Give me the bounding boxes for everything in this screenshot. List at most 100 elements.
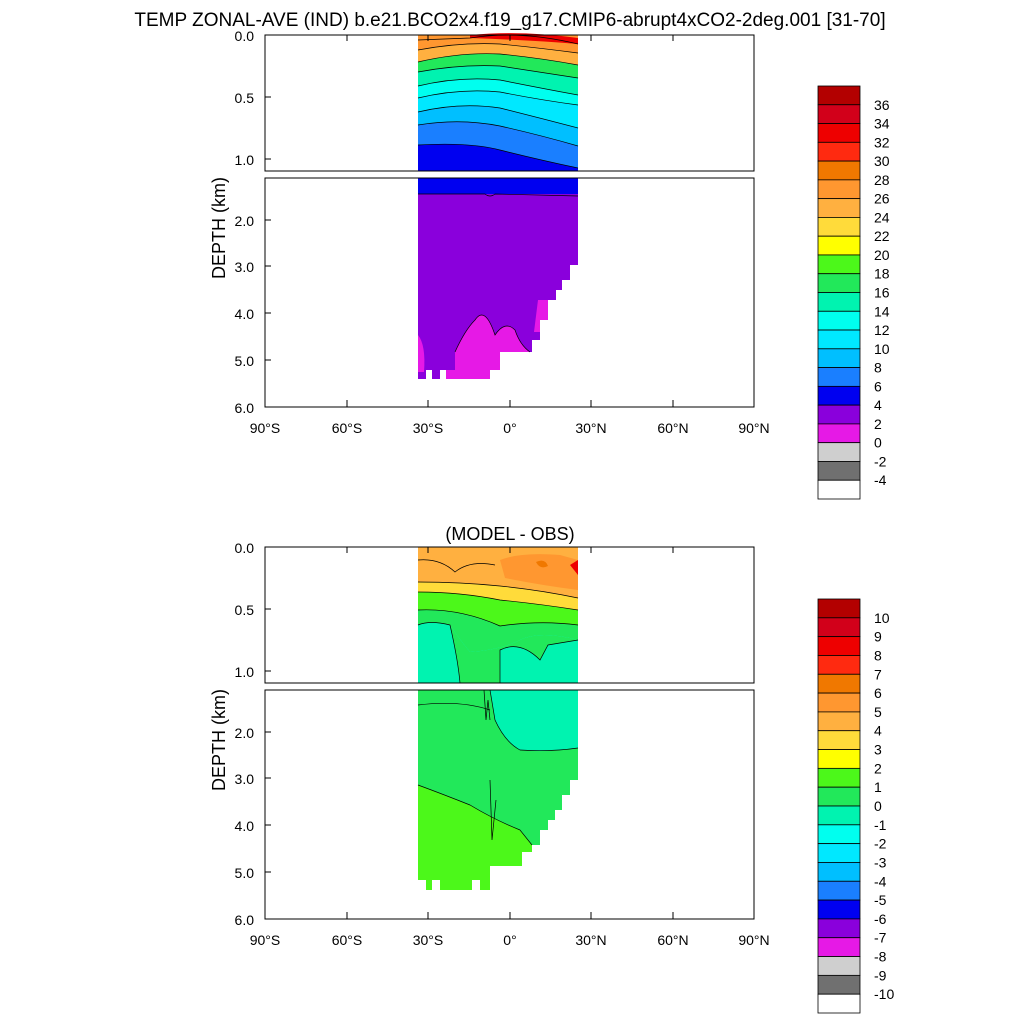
top-y-tick-marks [265, 34, 271, 408]
colorbar-swatch [817, 404, 861, 425]
colorbar-label: -3 [874, 854, 887, 870]
colorbar-swatch [817, 692, 861, 713]
colorbar-swatch [817, 617, 861, 638]
bottom-x-tick-marks [264, 547, 755, 919]
colorbar-label: -4 [874, 873, 887, 889]
bottom-panel-title: (MODEL - OBS) [445, 524, 574, 544]
top-y-tick-label-6.0: 6.0 [235, 400, 255, 416]
colorbar-label: 2 [874, 760, 882, 776]
colorbar-label: 12 [874, 322, 890, 338]
colorbar-swatch [817, 179, 861, 200]
bottom-y-tick-label-6.0: 6.0 [235, 912, 255, 928]
colorbar-label: 20 [874, 247, 890, 263]
bottom-y-tick-label-4.0: 4.0 [235, 818, 255, 834]
colorbar-label: 7 [874, 666, 882, 682]
top-y-tick-label-4.0: 4.0 [235, 306, 255, 322]
colorbar-swatch [817, 348, 861, 368]
colorbar-swatch [817, 273, 861, 293]
colorbar-swatch [817, 85, 861, 106]
colorbar-label: 36 [874, 97, 890, 113]
colorbar-label: -1 [874, 817, 887, 833]
colorbar-label: 4 [874, 397, 882, 413]
bottom-y-tick-label-0.0: 0.0 [235, 540, 255, 556]
colorbar-swatch [817, 880, 861, 901]
colorbar-swatch [817, 329, 861, 350]
top-x-tick-label-30s: 30°S [413, 420, 444, 436]
colorbar-swatch [817, 956, 861, 976]
colorbar-swatch [817, 974, 861, 995]
colorbar-swatch [817, 711, 861, 732]
colorbar-label: 32 [874, 134, 890, 150]
colorbar-label: -4 [874, 472, 887, 488]
colorbar-swatch [817, 730, 861, 750]
colorbar-label: 0 [874, 798, 882, 814]
colorbar-label: 6 [874, 378, 882, 394]
colorbar-label: 5 [874, 704, 882, 720]
bottom-panel: (MODEL - OBS) [209, 524, 894, 1014]
colorbar-swatch [817, 937, 861, 957]
bottom-y-tick-marks [265, 546, 271, 920]
figure-title: TEMP ZONAL-AVE (IND) b.e21.BCO2x4.f19_g1… [134, 10, 885, 31]
colorbar-swatch [817, 310, 861, 331]
colorbar-label: 10 [874, 341, 890, 357]
colorbar-label: 26 [874, 191, 890, 207]
bottom-x-tick-label-30s: 30°S [413, 932, 444, 948]
bottom-x-tick-label-0: 0° [503, 932, 516, 948]
colorbar-swatch [817, 292, 861, 312]
colorbar-swatch [817, 673, 861, 694]
colorbar-swatch [817, 254, 861, 275]
colorbar-label: 0 [874, 435, 882, 451]
top-x-tick-marks [264, 35, 755, 407]
colorbar-swatch [817, 899, 861, 920]
colorbar-label: 22 [874, 228, 890, 244]
top-x-tick-label-60n: 60°N [657, 420, 688, 436]
bottom-y-tick-label-3.0: 3.0 [235, 771, 255, 787]
colorbar-swatch [817, 918, 861, 939]
top-x-tick-label-90s: 90°S [250, 420, 281, 436]
colorbar-swatch [817, 104, 861, 124]
top-y-tick-label-2.0: 2.0 [235, 213, 255, 229]
colorbar-label: -6 [874, 911, 887, 927]
bottom-y-axis-label: DEPTH (km) [209, 689, 229, 791]
colorbar-swatch [817, 749, 861, 769]
colorbar-label: 8 [874, 647, 882, 663]
colorbar-label: 10 [874, 610, 890, 626]
colorbar-swatch [817, 160, 861, 181]
colorbar-label: -7 [874, 930, 887, 946]
colorbar-swatch [817, 824, 861, 845]
colorbar-label: 3 [874, 742, 882, 758]
top-lower-field [418, 178, 579, 379]
colorbar-label: -8 [874, 949, 887, 965]
top-x-tick-label-60s: 60°S [332, 420, 363, 436]
bottom-y-tick-label-0.5: 0.5 [235, 602, 255, 618]
colorbar-swatch [817, 141, 861, 162]
top-y-tick-label-1.0: 1.0 [235, 152, 255, 168]
colorbar-swatch [817, 198, 861, 218]
colorbar-swatch [817, 442, 861, 462]
top-y-tick-label-5.0: 5.0 [235, 353, 255, 369]
bottom-lower-field [417, 689, 579, 890]
colorbar-label: 16 [874, 285, 890, 301]
colorbar-label: -5 [874, 892, 887, 908]
colorbar-label: 24 [874, 209, 890, 225]
colorbar-swatch [817, 993, 861, 1014]
colorbar-label: 18 [874, 266, 890, 282]
bottom-x-tick-label-30n: 30°N [575, 932, 606, 948]
colorbar-label: -2 [874, 836, 887, 852]
colorbar-label: 4 [874, 723, 882, 739]
bottom-y-tick-label-5.0: 5.0 [235, 865, 255, 881]
colorbar-label: 34 [874, 116, 890, 132]
top-x-tick-label-90n: 90°N [738, 420, 769, 436]
colorbar-swatch [817, 423, 861, 444]
colorbar-swatch [817, 385, 861, 406]
bottom-x-tick-label-90n: 90°N [738, 932, 769, 948]
colorbar-label: 28 [874, 172, 890, 188]
colorbar-swatch [817, 843, 861, 863]
colorbar-label: -9 [874, 967, 887, 983]
bottom-x-tick-label-60s: 60°S [332, 932, 363, 948]
bottom-x-tick-label-90s: 90°S [250, 932, 281, 948]
colorbar-swatch [817, 123, 861, 143]
colorbar-swatch [817, 862, 861, 882]
